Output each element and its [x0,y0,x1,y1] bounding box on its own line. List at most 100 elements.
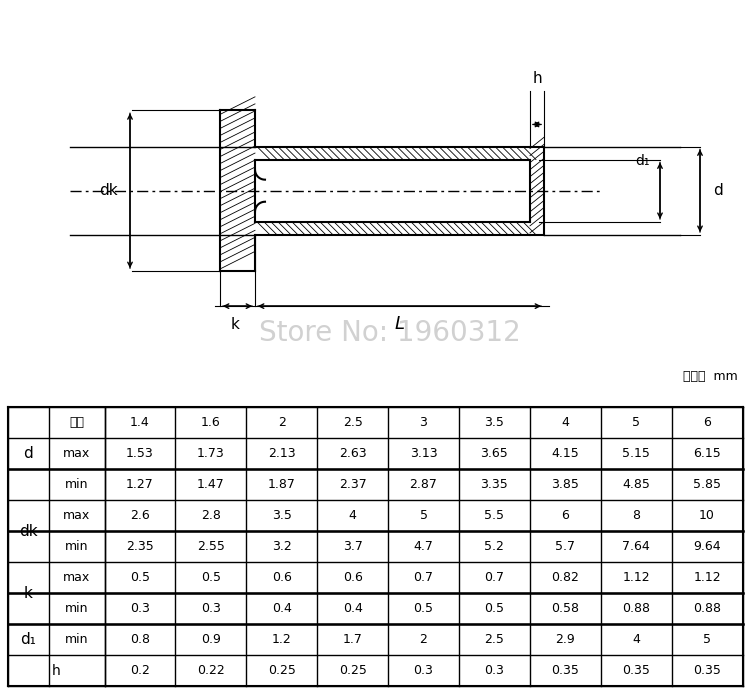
Text: max: max [63,571,91,584]
Text: 9.64: 9.64 [693,540,721,553]
Text: 0.7: 0.7 [484,571,505,584]
Text: 2.9: 2.9 [556,633,575,646]
Text: 2.87: 2.87 [410,478,437,491]
Text: 6: 6 [703,416,711,429]
Text: 4: 4 [561,416,569,429]
Text: d: d [23,446,33,461]
Text: 1.47: 1.47 [197,478,225,491]
Text: d₁: d₁ [20,632,37,647]
Text: 2: 2 [278,416,286,429]
Text: dk: dk [99,183,117,199]
Text: 1.7: 1.7 [343,633,362,646]
Text: 0.4: 0.4 [343,602,362,615]
Text: 2.63: 2.63 [339,447,367,460]
Text: 5.5: 5.5 [484,509,505,522]
Text: h: h [532,71,542,86]
Text: 0.3: 0.3 [484,664,504,677]
Text: 3.85: 3.85 [551,478,579,491]
Text: 0.25: 0.25 [268,664,296,677]
Text: 2.55: 2.55 [197,540,225,553]
Text: 0.35: 0.35 [693,664,721,677]
Text: 2.6: 2.6 [130,509,150,522]
Text: 6: 6 [561,509,569,522]
Text: d₁: d₁ [634,154,650,168]
Text: 3.65: 3.65 [481,447,508,460]
Text: min: min [65,602,88,615]
Text: 0.35: 0.35 [622,664,650,677]
Text: 0.88: 0.88 [622,602,650,615]
Text: 3.13: 3.13 [410,447,437,460]
Text: 0.3: 0.3 [130,602,150,615]
Text: 1.27: 1.27 [126,478,154,491]
Text: 0.82: 0.82 [551,571,579,584]
Text: 3.5: 3.5 [484,416,504,429]
Text: 0.6: 0.6 [343,571,362,584]
Text: 0.3: 0.3 [201,602,220,615]
Text: 2.8: 2.8 [201,509,220,522]
Text: 1.73: 1.73 [197,447,225,460]
Text: 0.35: 0.35 [551,664,579,677]
Text: 3.35: 3.35 [481,478,508,491]
Text: h: h [52,663,61,677]
Text: 4: 4 [349,509,356,522]
Text: 0.8: 0.8 [130,633,150,646]
Text: 7.64: 7.64 [622,540,650,553]
Text: 5.15: 5.15 [622,447,650,460]
Text: 0.22: 0.22 [197,664,225,677]
Text: 单位：  mm: 单位： mm [683,370,738,384]
Text: 1.12: 1.12 [693,571,721,584]
Text: 2.13: 2.13 [268,447,296,460]
Text: max: max [63,509,91,522]
Text: 0.58: 0.58 [551,602,579,615]
Text: 0.5: 0.5 [484,602,505,615]
Text: 1.53: 1.53 [126,447,154,460]
Text: 0.3: 0.3 [413,664,434,677]
Text: 2.35: 2.35 [126,540,154,553]
Text: 0.5: 0.5 [413,602,434,615]
Text: min: min [65,540,88,553]
Text: 3.5: 3.5 [272,509,292,522]
Text: 1.6: 1.6 [201,416,220,429]
Text: 3.2: 3.2 [272,540,292,553]
Text: min: min [65,478,88,491]
Text: 0.7: 0.7 [413,571,434,584]
Text: Store No: 1960312: Store No: 1960312 [260,319,520,347]
Text: 公称: 公称 [70,416,85,429]
Text: 1.87: 1.87 [268,478,296,491]
Text: 0.25: 0.25 [339,664,367,677]
Text: 4.7: 4.7 [413,540,434,553]
Text: max: max [63,447,91,460]
Text: 6.15: 6.15 [693,447,721,460]
Text: 1.2: 1.2 [272,633,292,646]
Text: 0.9: 0.9 [201,633,220,646]
Text: 8: 8 [632,509,640,522]
Text: 4: 4 [632,633,640,646]
Text: k: k [230,317,239,332]
Text: 0.2: 0.2 [130,664,150,677]
Text: 2.5: 2.5 [343,416,362,429]
Text: 5: 5 [703,633,711,646]
Text: dk: dk [20,524,38,539]
Text: 2.5: 2.5 [484,633,504,646]
Text: 1.12: 1.12 [622,571,650,584]
Text: 5: 5 [632,416,640,429]
Text: 0.6: 0.6 [272,571,292,584]
Text: 4.85: 4.85 [622,478,650,491]
Text: L: L [394,315,404,333]
Text: 10: 10 [699,509,715,522]
Text: 2: 2 [419,633,428,646]
Text: 2.37: 2.37 [339,478,367,491]
Text: 0.5: 0.5 [201,571,220,584]
Text: 0.5: 0.5 [130,571,150,584]
Text: 0.4: 0.4 [272,602,292,615]
Text: min: min [65,633,88,646]
Text: d: d [713,183,723,199]
Text: 5.2: 5.2 [484,540,504,553]
Text: 5.85: 5.85 [693,478,721,491]
Text: 3: 3 [419,416,428,429]
Text: 5: 5 [419,509,428,522]
Text: 4.15: 4.15 [551,447,579,460]
Text: 1.4: 1.4 [130,416,150,429]
Text: 3.7: 3.7 [343,540,362,553]
Text: k: k [24,586,33,600]
